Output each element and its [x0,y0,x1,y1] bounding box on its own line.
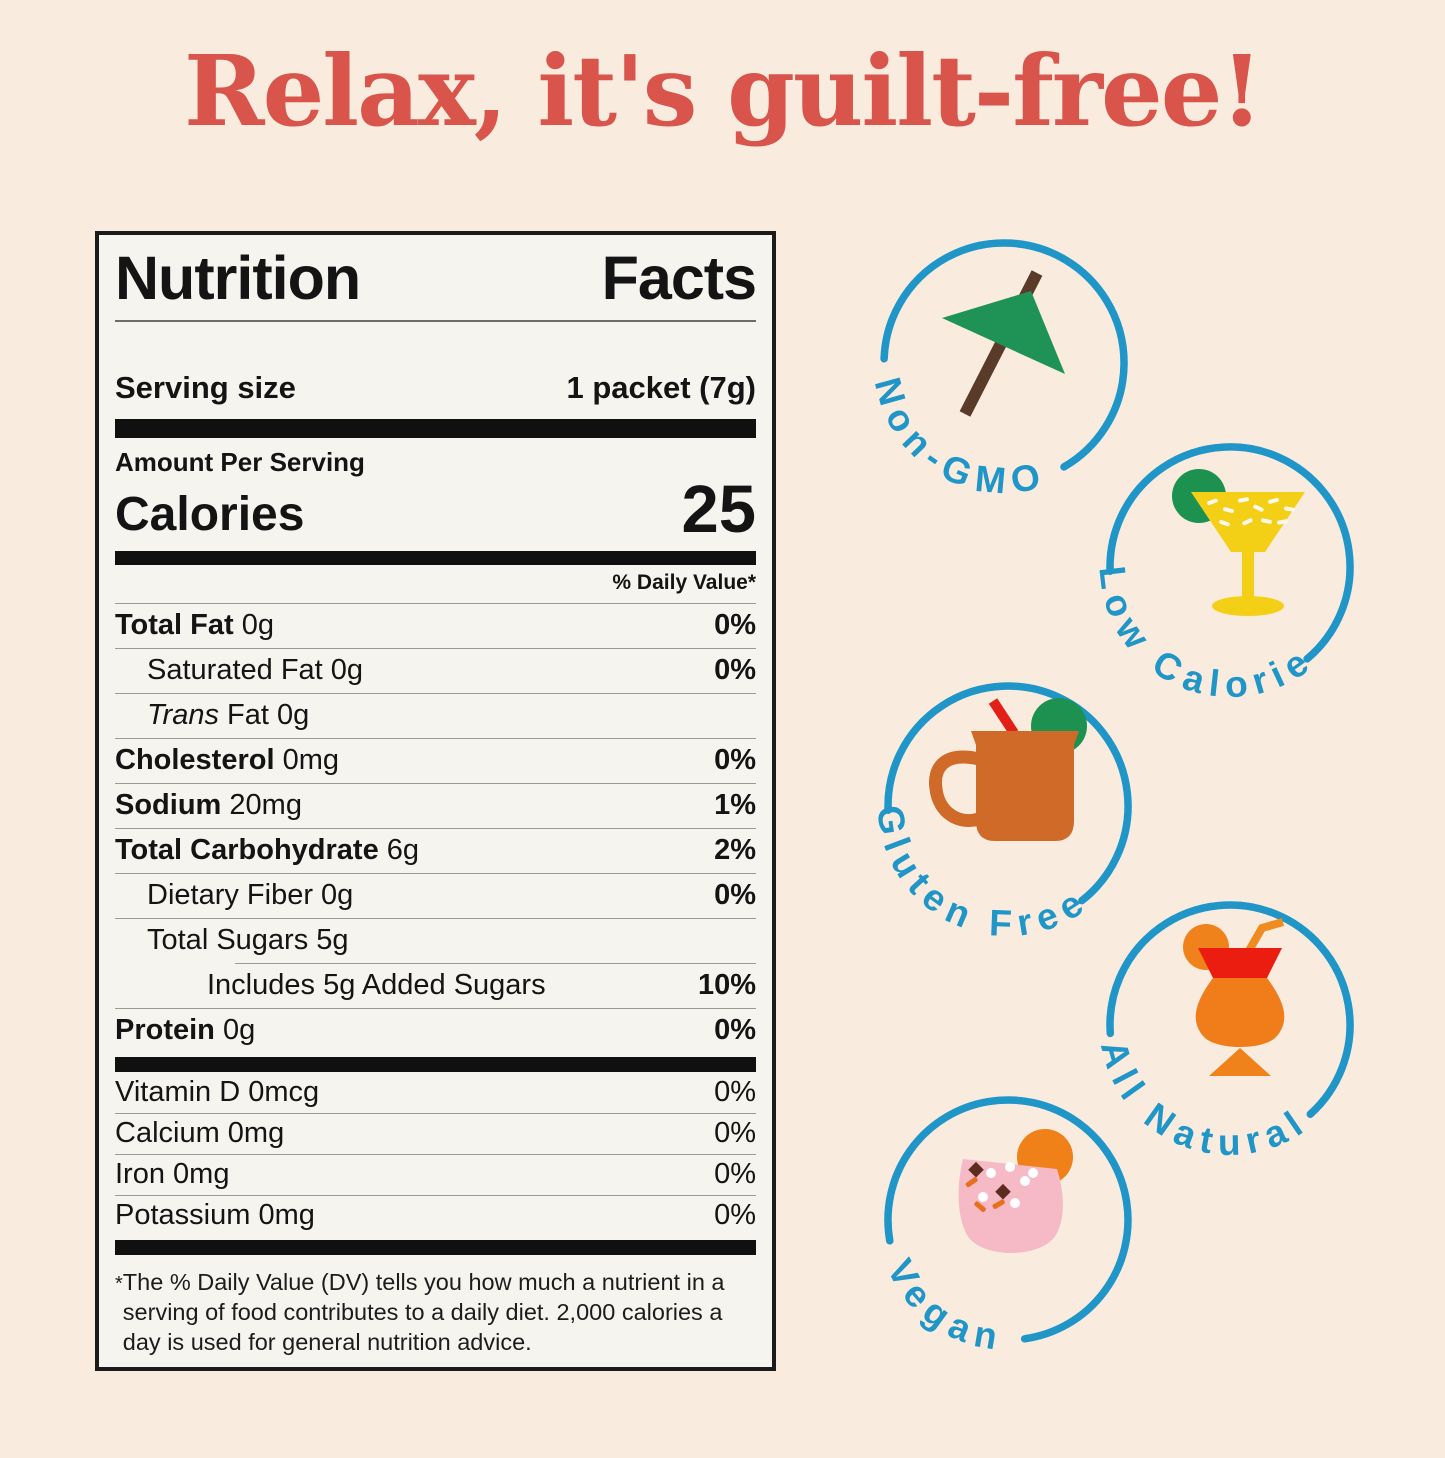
badge-label: Vegan [879,1252,1000,1355]
vitamin-row: Calcium 0mg 0% [115,1112,756,1154]
nutrient-row: Sodium 20mg 1% [115,782,756,828]
nutrient-row: Cholesterol 0mg 0% [115,737,756,783]
svg-text:Vegan: Vegan [879,1252,1006,1355]
calories-value: 25 [681,472,756,548]
calories-label: Calories [115,487,305,541]
amount-per-serving-label: Amount Per Serving [115,447,365,478]
vitamin-table: Vitamin D 0mcg 0% Calcium 0mg 0% Iron 0mg 0% P… [115,1072,756,1236]
badge-ring [1106,443,1354,663]
nutrient-row: Dietary Fiber 0g 0% [115,872,756,918]
badge-ring [1106,901,1354,1118]
nutrient-name-amount: Dietary Fiber 0g [147,879,354,912]
headline: Relax, it's guilt-free! [183,34,1263,148]
vitamin-row: Vitamin D 0mcg 0% [115,1072,756,1113]
nutrient-name-amount: Trans Fat 0g [147,699,310,732]
nutrient-name-amount: Saturated Fat 0g [147,654,364,687]
badge-ring [884,1096,1132,1343]
daily-value-footnote: * The % Daily Value (DV) tells you how m… [115,1267,756,1357]
nutrient-table: Total Fat 0g 0% Saturated Fat 0g 0% Trans Fa… [115,602,756,1053]
divider-bar [115,1056,756,1072]
divider-bar [115,551,756,565]
nutrient-name-amount: Protein 0g [115,1014,256,1047]
hurricane-cocktail-icon [1183,918,1285,1076]
nutrient-name-amount: Sodium 20mg [115,789,302,822]
nutrient-name-amount: Vitamin D 0mcg [115,1075,320,1108]
nutrition-facts-label: Nutrition Facts Serving size 1 packet (7… [95,231,776,1371]
nutrient-name-amount: Calcium 0mg [115,1117,285,1150]
nutrient-row: Total Sugars 5g [115,917,756,963]
daily-value-percent: 1% [714,789,756,822]
nutrient-name-amount: Total Sugars 5g [147,924,349,957]
nutrient-row: Saturated Fat 0g 0% [115,647,756,693]
cocktail-umbrella-icon [942,270,1065,417]
daily-value-percent: 0% [714,654,756,687]
badge-gluten-free: Gluten Free [873,671,1143,941]
vitamin-row: Potassium 0mg 0% [115,1194,756,1236]
vitamin-row: Iron 0mg 0% [115,1153,756,1195]
badge-label: Non-GMO [869,373,1044,498]
badge-vegan: Vegan [873,1085,1143,1355]
nutrient-name-amount: Iron 0mg [115,1158,230,1191]
nutrient-name-amount: Cholesterol 0mg [115,744,340,777]
serving-size-value: 1 packet (7g) [566,370,756,406]
nutrient-row: Protein 0g 0% [115,1007,756,1053]
nutrient-name-amount: Potassium 0mg [115,1199,315,1232]
badge-low-calorie: Low Calorie [1095,432,1365,702]
footnote-text: The % Daily Value (DV) tells you how muc… [122,1269,725,1355]
footnote-asterisk: * [115,1273,123,1295]
nutrient-row: Trans Fat 0g [115,692,756,738]
daily-value-percent: 0% [714,609,756,642]
nutrient-row: Includes 5g Added Sugars 10% [115,962,756,1008]
badge-all-natural: All Natural [1095,890,1365,1160]
divider-bar [115,419,756,439]
margarita-glass-icon [1172,469,1305,616]
mule-mug-icon [929,698,1087,841]
daily-value-percent: 0% [714,744,756,777]
daily-value-percent: 0% [714,879,756,912]
daily-value-percent: 0% [714,1117,756,1150]
daily-value-header: % Daily Value* [612,570,756,594]
daily-value-percent: 0% [714,1075,756,1108]
daily-value-percent: 2% [714,834,756,867]
nutrient-name-amount: Includes 5g Added Sugars [207,968,546,1001]
daily-value-percent: 0% [714,1158,756,1191]
serving-size-row: Serving size 1 packet (7g) [115,370,756,406]
daily-value-percent: 10% [697,968,756,1001]
badge-ring [884,682,1132,905]
divider-bar [115,1239,756,1255]
nutrient-name-amount: Total Carbohydrate 6g [115,834,420,867]
daily-value-percent: 0% [714,1199,756,1232]
svg-text:Non-GMO: Non-GMO [869,373,1050,498]
nutrient-name-amount: Total Fat 0g [115,609,275,642]
nutrition-facts-title: Nutrition Facts [115,246,757,323]
serving-size-label: Serving size [115,370,296,406]
badge-non-gmo: Non-GMO [869,228,1139,498]
daily-value-percent: 0% [714,1014,756,1047]
nutrient-row: Total Carbohydrate 6g 2% [115,827,756,873]
nutrient-row: Total Fat 0g 0% [115,602,756,648]
pink-cocktail-icon [958,1129,1073,1253]
badge-ring [880,239,1128,471]
calories-row: Calories 25 [115,476,756,543]
